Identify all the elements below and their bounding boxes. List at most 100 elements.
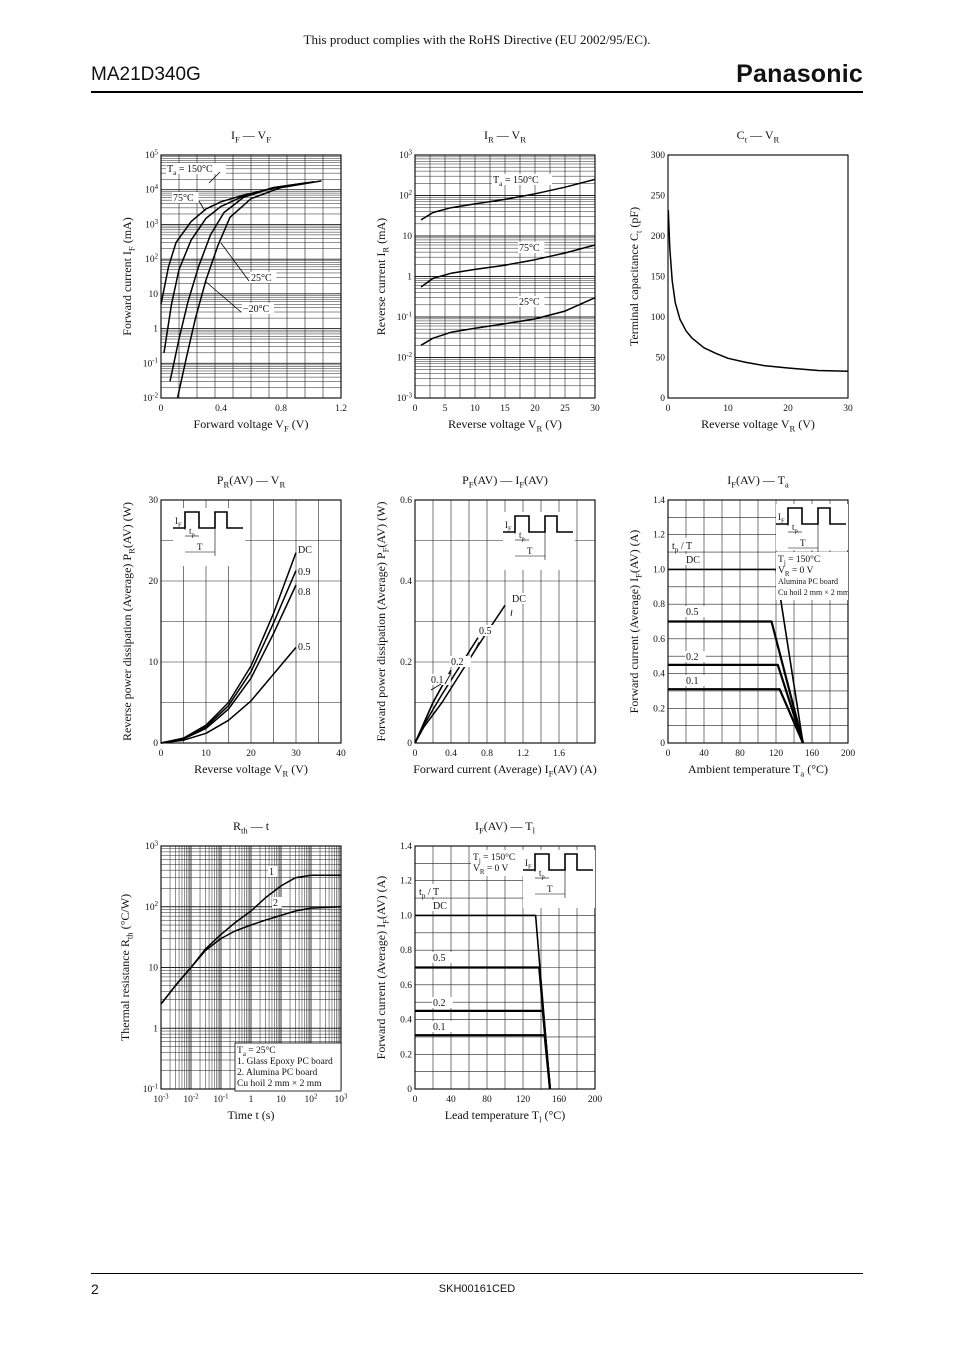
legend-label: tp​ / T xyxy=(672,541,692,554)
brand-logo: Panasonic xyxy=(736,60,863,88)
inset-label: tp​ xyxy=(539,868,545,881)
inset-label: IF​ xyxy=(175,516,182,529)
plot-frame xyxy=(160,154,342,399)
series-label-bg xyxy=(430,674,451,685)
leader-line xyxy=(208,171,221,184)
leader-line xyxy=(474,641,480,651)
x-tick-label: 80 xyxy=(735,749,745,759)
x-axis-label: Ambient temperature Ta​ (°C) xyxy=(688,762,828,779)
y-tick-label: 10-2​ xyxy=(397,352,413,364)
notes-box xyxy=(776,552,848,600)
x-tick-label: 160 xyxy=(805,749,820,759)
y-tick-label: 1 xyxy=(153,325,158,335)
page-number: 2 xyxy=(91,1281,99,1297)
y-tick-label: 10-3​ xyxy=(397,392,413,404)
series-label: 0.2 xyxy=(451,657,464,668)
y-axis-label: Terminal capacitance Ct​ (pF) xyxy=(627,207,644,346)
note-text: 1. Glass Epoxy PC board xyxy=(237,1057,333,1067)
series-line xyxy=(415,1034,552,1090)
x-tick-label: 5 xyxy=(443,404,448,414)
chart-title: Ct​ — VR​ xyxy=(737,128,780,145)
legend-bg xyxy=(670,538,700,551)
y-tick-label: 0.2 xyxy=(400,1050,412,1060)
y-axis-label: Reverse power dissipation (Average) PR​(… xyxy=(120,502,137,741)
y-tick-label: 1 xyxy=(407,273,412,283)
x-tick-label: 20 xyxy=(530,404,540,414)
y-tick-label: 0.4 xyxy=(400,1016,412,1026)
x-tick-label: 120 xyxy=(516,1095,531,1105)
inset-label: IF​ xyxy=(525,858,532,871)
x-axis-label: Time t (s) xyxy=(228,1108,275,1122)
x-tick-label: 20 xyxy=(783,404,793,414)
series-2: 25°C xyxy=(420,296,596,346)
series-2: 0.2 xyxy=(415,997,552,1090)
plot-frame xyxy=(667,154,849,399)
x-tick-label: 0 xyxy=(413,749,418,759)
series-label: DC xyxy=(686,555,700,566)
x-tick-label: 10 xyxy=(723,404,733,414)
chart-ir-vr: IR​ — VR​ 0 5 10 15 20 25 30 10-3​ 10-2​ 10-1​ 1 10 1… xyxy=(374,128,600,434)
series-label: 0.5 xyxy=(479,626,492,637)
x-tick-label: 200 xyxy=(841,749,856,759)
part-number: MA21D340G xyxy=(91,64,201,85)
note-text: Ta​ = 25°C xyxy=(237,1045,276,1058)
x-axis-label: Reverse voltage VR​ (V) xyxy=(448,417,562,434)
footer-rule xyxy=(91,1273,863,1274)
note-text: Cu hoil 2 mm × 2 mm xyxy=(237,1079,322,1089)
note-text: 2. Alumina PC board xyxy=(237,1068,317,1078)
inset-label: tp​ xyxy=(189,526,195,539)
y-tick-label: 10 xyxy=(149,658,159,668)
series-line xyxy=(420,297,596,346)
series-label: 0.5 xyxy=(298,642,311,653)
series-line xyxy=(160,646,297,744)
chart-title: PR​(AV) — VR​ xyxy=(217,473,286,490)
series-label: 0.2 xyxy=(433,998,446,1009)
y-tick-label: 10-1​ xyxy=(397,311,412,323)
x-tick-label: 160 xyxy=(552,1095,567,1105)
leader-line xyxy=(510,609,513,617)
x-tick-label: 102​ xyxy=(305,1093,319,1105)
chart-title: PF​(AV) — IF​(AV) xyxy=(462,473,548,490)
x-tick-label: 30 xyxy=(590,404,600,414)
y-tick-label: 102​ xyxy=(145,901,159,913)
chart-title: IF​ — VF​ xyxy=(231,128,271,145)
header-rule xyxy=(91,91,863,93)
x-tick-label: 0 xyxy=(159,749,164,759)
chart-title: IF​(AV) — Tl​ xyxy=(475,819,536,836)
leader-line xyxy=(444,672,452,685)
series-label-bg xyxy=(432,952,453,963)
x-tick-label: 30 xyxy=(843,404,853,414)
y-tick-label: 50 xyxy=(656,354,666,364)
x-tick-label: 0.8 xyxy=(481,749,493,759)
x-tick-label: 10-2​ xyxy=(183,1093,199,1105)
y-tick-label: 102​ xyxy=(399,190,413,202)
rohs-note: This product complies with the RoHS Dire… xyxy=(303,32,651,47)
series-label: 0.2 xyxy=(686,652,699,663)
y-tick-label: 1.2 xyxy=(653,531,665,541)
series-1: 0.9 xyxy=(160,566,318,744)
x-tick-label: 10 xyxy=(201,749,211,759)
series-label-bg xyxy=(685,651,706,662)
series-label: Ta​ = 150°C xyxy=(167,164,213,177)
x-tick-label: 10-1​ xyxy=(213,1093,228,1105)
leader-line xyxy=(198,200,206,212)
y-tick-label: 0 xyxy=(153,739,158,749)
y-tick-label: 10 xyxy=(149,964,159,974)
y-axis-label: Reverse current IR​ (mA) xyxy=(374,218,391,335)
x-tick-label: 1.2 xyxy=(517,749,529,759)
series-3: 0.1 xyxy=(414,674,451,744)
y-tick-label: 0.4 xyxy=(400,577,412,587)
chart-if-vf: IF​ — VF​ 0 0.4 0.8 1.2 10-2​ 10-1​ 1 10 102​ 103​… xyxy=(120,128,347,434)
x-tick-label: 40 xyxy=(699,749,709,759)
series-label: Ta​ = 150°C xyxy=(493,175,539,188)
series-line xyxy=(420,178,596,221)
inset-label: IF​ xyxy=(778,512,785,525)
plot-frame xyxy=(414,499,596,744)
leader-line xyxy=(430,683,442,691)
series-line xyxy=(169,180,315,382)
x-tick-label: 0 xyxy=(666,404,671,414)
series-label-bg xyxy=(242,303,274,314)
y-tick-label: 0.6 xyxy=(400,981,412,991)
series-label-bg xyxy=(268,866,278,877)
inset-label: IF​ xyxy=(505,520,512,533)
